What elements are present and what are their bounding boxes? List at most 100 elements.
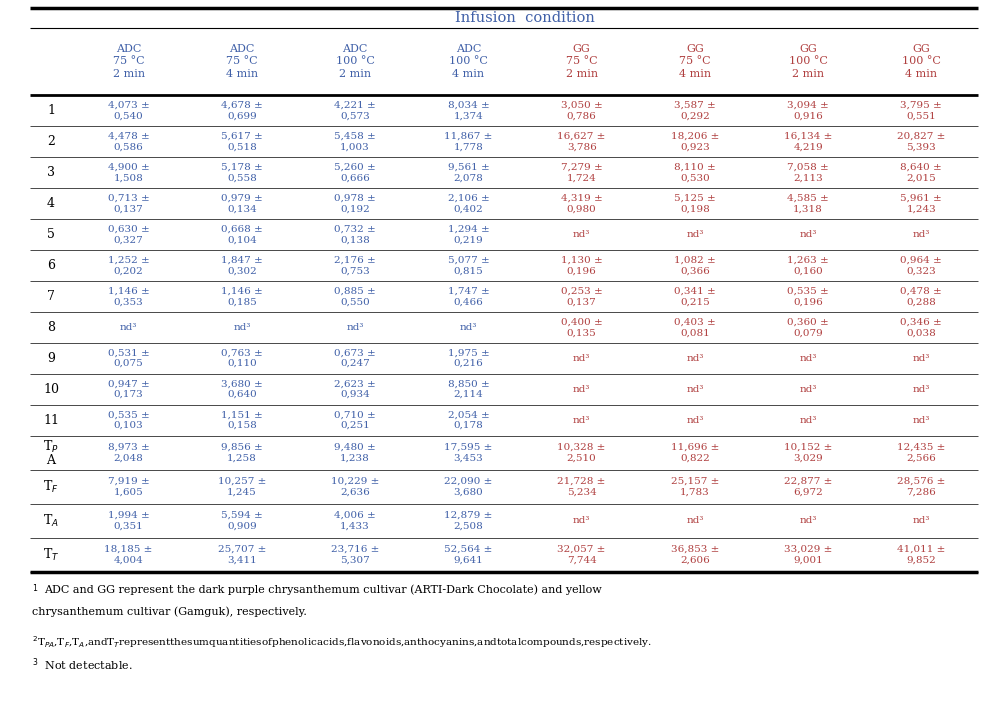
Text: 7,058 ±
2,113: 7,058 ± 2,113 bbox=[787, 163, 829, 182]
Text: GG
100 °C
4 min: GG 100 °C 4 min bbox=[902, 44, 941, 79]
Text: 2,106 ±
0,402: 2,106 ± 0,402 bbox=[447, 194, 490, 213]
Text: 7,919 ±
1,605: 7,919 ± 1,605 bbox=[108, 477, 149, 497]
Text: ADC
75 °C
4 min: ADC 75 °C 4 min bbox=[225, 44, 258, 79]
Text: 0,400 ±
0,135: 0,400 ± 0,135 bbox=[561, 317, 602, 337]
Text: T$_P$: T$_P$ bbox=[44, 439, 59, 454]
Text: 1,263 ±
0,160: 1,263 ± 0,160 bbox=[787, 256, 829, 275]
Text: 5: 5 bbox=[47, 228, 55, 241]
Text: 0,478 ±
0,288: 0,478 ± 0,288 bbox=[901, 287, 943, 306]
Text: 5,260 ±
0,666: 5,260 ± 0,666 bbox=[334, 163, 376, 182]
Text: 3,094 ±
0,916: 3,094 ± 0,916 bbox=[787, 101, 829, 121]
Text: 5,077 ±
0,815: 5,077 ± 0,815 bbox=[447, 256, 490, 275]
Text: nd³: nd³ bbox=[913, 385, 930, 393]
Text: chrysanthemum cultivar (Gamguk), respectively.: chrysanthemum cultivar (Gamguk), respect… bbox=[32, 606, 307, 616]
Text: nd³: nd³ bbox=[913, 230, 930, 239]
Text: 0,535 ±
0,196: 0,535 ± 0,196 bbox=[787, 287, 829, 306]
Text: 11,867 ±
1,778: 11,867 ± 1,778 bbox=[444, 131, 493, 151]
Text: 6: 6 bbox=[47, 259, 55, 272]
Text: 12,435 ±
2,566: 12,435 ± 2,566 bbox=[897, 443, 945, 462]
Text: 25,707 ±
3,411: 25,707 ± 3,411 bbox=[218, 545, 266, 565]
Text: nd³: nd³ bbox=[346, 323, 364, 332]
Text: nd³: nd³ bbox=[120, 323, 137, 332]
Text: 8: 8 bbox=[47, 321, 55, 334]
Text: nd³: nd³ bbox=[799, 516, 817, 526]
Text: A: A bbox=[46, 454, 55, 467]
Text: 1,994 ±
0,351: 1,994 ± 0,351 bbox=[108, 511, 149, 531]
Text: 20,827 ±
5,393: 20,827 ± 5,393 bbox=[897, 131, 945, 151]
Text: 8,034 ±
1,374: 8,034 ± 1,374 bbox=[447, 101, 490, 121]
Text: 10: 10 bbox=[43, 383, 59, 396]
Text: nd³: nd³ bbox=[799, 354, 817, 363]
Text: 22,090 ±
3,680: 22,090 ± 3,680 bbox=[444, 477, 493, 497]
Text: 3,680 ±
0,640: 3,680 ± 0,640 bbox=[221, 380, 263, 399]
Text: nd³: nd³ bbox=[913, 516, 930, 526]
Text: 4,221 ±
0,573: 4,221 ± 0,573 bbox=[334, 101, 376, 121]
Text: 7: 7 bbox=[47, 290, 55, 303]
Text: 36,853 ±
2,606: 36,853 ± 2,606 bbox=[671, 545, 719, 565]
Text: T$_F$: T$_F$ bbox=[44, 478, 58, 495]
Text: 0,885 ±
0,550: 0,885 ± 0,550 bbox=[334, 287, 376, 306]
Text: 0,253 ±
0,137: 0,253 ± 0,137 bbox=[561, 287, 602, 306]
Text: 10,229 ±
2,636: 10,229 ± 2,636 bbox=[331, 477, 380, 497]
Text: nd³: nd³ bbox=[799, 416, 817, 425]
Text: 0,668 ±
0,104: 0,668 ± 0,104 bbox=[221, 224, 263, 244]
Text: 9,856 ±
1,258: 9,856 ± 1,258 bbox=[221, 443, 263, 462]
Text: 1,146 ±
0,185: 1,146 ± 0,185 bbox=[221, 287, 263, 306]
Text: 22,877 ±
6,972: 22,877 ± 6,972 bbox=[784, 477, 833, 497]
Text: 33,029 ±
9,001: 33,029 ± 9,001 bbox=[784, 545, 833, 565]
Text: 11,696 ±
0,822: 11,696 ± 0,822 bbox=[671, 443, 719, 462]
Text: 0,710 ±
0,251: 0,710 ± 0,251 bbox=[334, 410, 376, 430]
Text: 0,732 ±
0,138: 0,732 ± 0,138 bbox=[334, 224, 376, 244]
Text: 1,082 ±
0,366: 1,082 ± 0,366 bbox=[674, 256, 716, 275]
Text: 5,178 ±
0,558: 5,178 ± 0,558 bbox=[221, 163, 263, 182]
Text: 0,630 ±
0,327: 0,630 ± 0,327 bbox=[108, 224, 149, 244]
Text: 1,847 ±
0,302: 1,847 ± 0,302 bbox=[221, 256, 263, 275]
Text: 5,617 ±
0,518: 5,617 ± 0,518 bbox=[221, 131, 263, 151]
Text: 16,627 ±
3,786: 16,627 ± 3,786 bbox=[558, 131, 606, 151]
Text: T$_A$: T$_A$ bbox=[44, 513, 59, 529]
Text: 4,585 ±
1,318: 4,585 ± 1,318 bbox=[787, 194, 829, 213]
Text: 18,206 ±
0,923: 18,206 ± 0,923 bbox=[671, 131, 719, 151]
Text: 4,006 ±
1,433: 4,006 ± 1,433 bbox=[334, 511, 376, 531]
Text: nd³: nd³ bbox=[913, 416, 930, 425]
Text: 1: 1 bbox=[47, 104, 55, 117]
Text: 7,279 ±
1,724: 7,279 ± 1,724 bbox=[561, 163, 602, 182]
Text: 0,531 ±
0,075: 0,531 ± 0,075 bbox=[108, 348, 149, 368]
Text: 0,360 ±
0,079: 0,360 ± 0,079 bbox=[787, 317, 829, 337]
Text: 0,403 ±
0,081: 0,403 ± 0,081 bbox=[674, 317, 716, 337]
Text: 5,961 ±
1,243: 5,961 ± 1,243 bbox=[901, 194, 943, 213]
Text: ADC
75 °C
2 min: ADC 75 °C 2 min bbox=[113, 44, 144, 79]
Text: 17,595 ±
3,453: 17,595 ± 3,453 bbox=[444, 443, 493, 462]
Text: 32,057 ±
7,744: 32,057 ± 7,744 bbox=[558, 545, 606, 565]
Text: 0,978 ±
0,192: 0,978 ± 0,192 bbox=[334, 194, 376, 213]
Text: nd³: nd³ bbox=[686, 516, 703, 526]
Text: nd³: nd³ bbox=[913, 354, 930, 363]
Text: 4,900 ±
1,508: 4,900 ± 1,508 bbox=[108, 163, 149, 182]
Text: 11: 11 bbox=[43, 414, 59, 427]
Text: 3: 3 bbox=[47, 166, 55, 179]
Text: 3,050 ±
0,786: 3,050 ± 0,786 bbox=[561, 101, 602, 121]
Text: 0,673 ±
0,247: 0,673 ± 0,247 bbox=[334, 348, 376, 368]
Text: 10,257 ±
1,245: 10,257 ± 1,245 bbox=[218, 477, 266, 497]
Text: nd³: nd³ bbox=[686, 385, 703, 393]
Text: T$_T$: T$_T$ bbox=[43, 547, 59, 563]
Text: 3,795 ±
0,551: 3,795 ± 0,551 bbox=[901, 101, 943, 121]
Text: nd³: nd³ bbox=[573, 416, 590, 425]
Text: 9,561 ±
2,078: 9,561 ± 2,078 bbox=[447, 163, 490, 182]
Text: GG
75 °C
4 min: GG 75 °C 4 min bbox=[678, 44, 711, 79]
Text: 2,623 ±
0,934: 2,623 ± 0,934 bbox=[334, 380, 376, 399]
Text: 41,011 ±
9,852: 41,011 ± 9,852 bbox=[897, 545, 945, 565]
Text: 8,973 ±
2,048: 8,973 ± 2,048 bbox=[108, 443, 149, 462]
Text: 1,252 ±
0,202: 1,252 ± 0,202 bbox=[108, 256, 149, 275]
Text: ADC
100 °C
2 min: ADC 100 °C 2 min bbox=[335, 44, 375, 79]
Text: 12,879 ±
2,508: 12,879 ± 2,508 bbox=[444, 511, 493, 531]
Text: $^1$: $^1$ bbox=[32, 584, 39, 594]
Text: 2,176 ±
0,753: 2,176 ± 0,753 bbox=[334, 256, 376, 275]
Text: 28,576 ±
7,286: 28,576 ± 7,286 bbox=[897, 477, 945, 497]
Text: 8,640 ±
2,015: 8,640 ± 2,015 bbox=[901, 163, 943, 182]
Text: 9: 9 bbox=[47, 352, 55, 364]
Text: 5,125 ±
0,198: 5,125 ± 0,198 bbox=[674, 194, 716, 213]
Text: 5,594 ±
0,909: 5,594 ± 0,909 bbox=[221, 511, 263, 531]
Text: 3,587 ±
0,292: 3,587 ± 0,292 bbox=[674, 101, 716, 121]
Text: Infusion  condition: Infusion condition bbox=[455, 11, 595, 25]
